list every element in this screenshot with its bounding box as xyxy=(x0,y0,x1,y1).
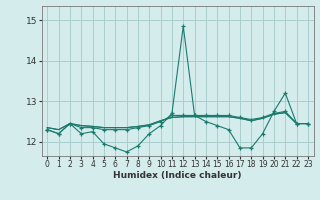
X-axis label: Humidex (Indice chaleur): Humidex (Indice chaleur) xyxy=(113,171,242,180)
